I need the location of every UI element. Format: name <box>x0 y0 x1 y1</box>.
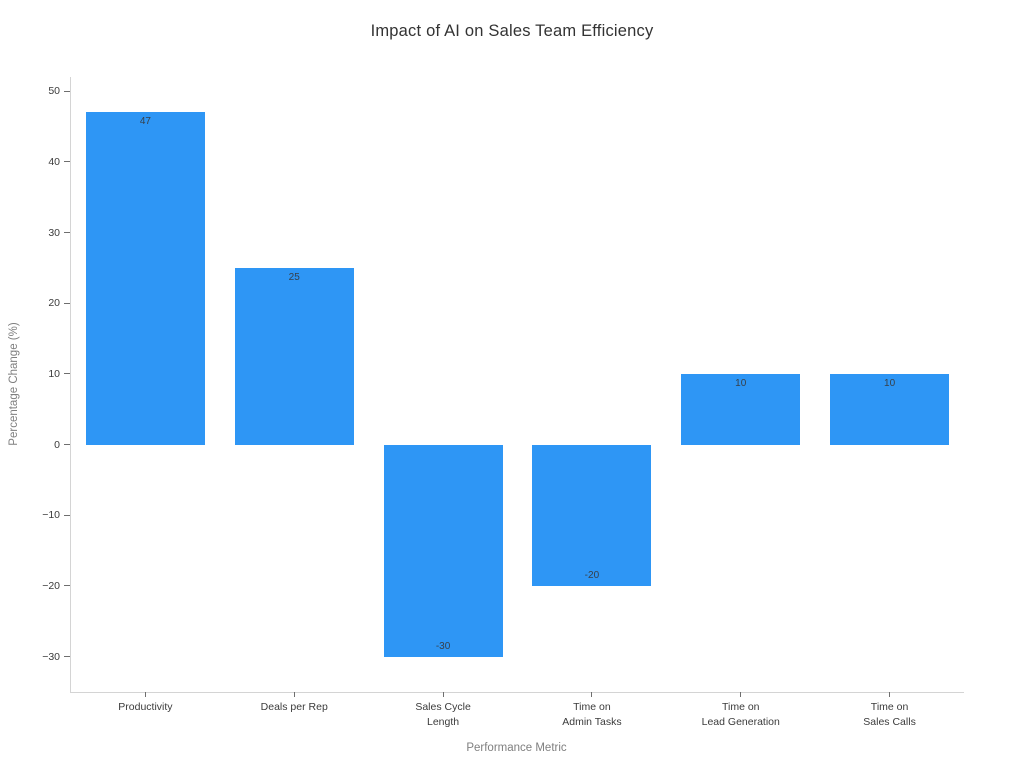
bar-value-label: 10 <box>884 377 896 389</box>
x-tick-label-line: Time on <box>573 701 611 713</box>
y-tick <box>64 585 70 587</box>
x-tick <box>442 692 444 697</box>
x-tick-label-line: Productivity <box>118 701 173 713</box>
bar-value-label: 25 <box>288 271 300 283</box>
x-tick-label-line: Sales Cycle <box>415 701 471 713</box>
x-tick-label: Deals per Rep <box>220 700 369 715</box>
y-tick <box>64 656 70 658</box>
x-tick-label-line: Length <box>427 716 460 728</box>
y-tick-label: 0 <box>54 438 60 451</box>
bar <box>681 373 801 445</box>
y-axis-title: Percentage Change (%) <box>8 322 20 446</box>
x-tick <box>144 692 146 697</box>
x-tick-label-line: Admin Tasks <box>562 716 622 728</box>
x-tick-label-line: Time on <box>721 701 760 713</box>
bar <box>85 112 205 445</box>
x-tick <box>740 692 742 697</box>
x-tick-label-line: Time on <box>870 701 909 713</box>
bar-value-label: -30 <box>435 640 451 652</box>
bar <box>234 267 354 445</box>
y-tick-label: 50 <box>48 85 60 98</box>
bar-value-label: 10 <box>735 377 747 389</box>
x-tick <box>889 692 891 697</box>
chart-title: Impact of AI on Sales Team Efficiency <box>370 22 654 40</box>
y-tick <box>64 444 70 446</box>
y-tick-label: −10 <box>42 509 60 522</box>
x-tick-label: Sales Cycle Length <box>369 700 518 730</box>
y-tick-label: −30 <box>42 650 60 663</box>
x-tick <box>591 692 593 697</box>
x-axis-title: Performance Metric <box>466 742 567 754</box>
bar <box>383 444 503 657</box>
x-tick-label-line: Lead Generation <box>701 716 780 728</box>
x-tick-label: Time on Sales Calls <box>815 700 964 730</box>
x-tick-label-line: Deals per Rep <box>260 701 328 713</box>
bar-value-label: 47 <box>139 116 151 128</box>
y-tick <box>64 161 70 163</box>
y-tick-label: 20 <box>48 297 60 310</box>
y-tick <box>64 514 70 516</box>
plot-area: 50 40 30 20 10 0 −10 −20 −30 47 25 -30 -20 10 10 Produc… <box>42 77 964 728</box>
y-tick-label: 40 <box>48 155 60 168</box>
x-tick-label-line: Sales Calls <box>863 716 916 728</box>
y-tick <box>64 302 70 304</box>
x-tick <box>293 692 295 697</box>
y-tick-label: −20 <box>42 579 60 592</box>
x-tick-label: Time on Lead Generation <box>666 700 815 730</box>
bar <box>532 444 652 586</box>
bar-value-label: -20 <box>584 569 600 581</box>
x-tick-label: Time on Admin Tasks <box>518 700 667 730</box>
y-tick <box>64 232 70 234</box>
bar <box>830 373 950 445</box>
y-tick-label: 10 <box>48 367 60 380</box>
x-tick-label: Productivity <box>71 700 220 715</box>
y-tick <box>64 373 70 375</box>
y-tick <box>64 90 70 92</box>
y-tick-label: 30 <box>48 226 60 239</box>
